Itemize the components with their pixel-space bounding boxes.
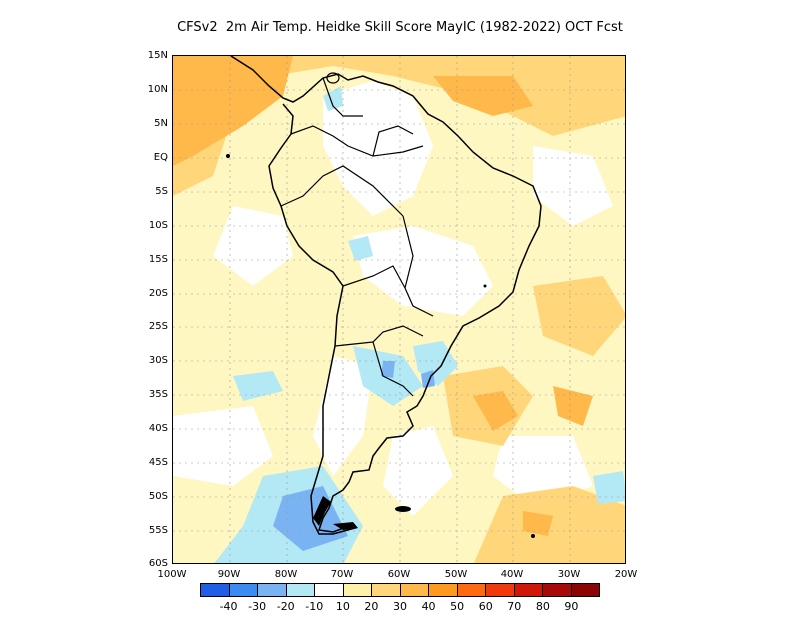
lat-label: 10S (148, 220, 168, 231)
lat-label: 35S (148, 389, 168, 400)
colorbar-swatch (514, 584, 543, 596)
colorbar-swatch (201, 584, 230, 596)
lat-label: 15N (147, 50, 168, 61)
colorbar-tick-label: -40 (219, 600, 238, 613)
lat-label: 5S (155, 186, 168, 197)
lat-label: 5N (154, 118, 168, 129)
colorbar-tick-label: 10 (335, 600, 350, 613)
colorbar-tick-label: 40 (421, 600, 436, 613)
lat-label: 20S (148, 288, 168, 299)
colorbar-swatch (486, 584, 515, 596)
colorbar-swatch (457, 584, 486, 596)
lat-label: 10N (147, 84, 168, 95)
lon-label: 60W (387, 569, 411, 580)
lat-label: 60S (148, 558, 168, 569)
country-borders (280, 77, 434, 397)
lat-label: 45S (148, 457, 168, 468)
lon-label: 40W (500, 569, 524, 580)
lat-label: EQ (153, 152, 168, 163)
lon-label: 50W (444, 569, 468, 580)
map-canvas (173, 56, 625, 563)
skill-score-map (172, 55, 626, 564)
colorbar-swatch (543, 584, 572, 596)
lon-label: 100W (157, 569, 187, 580)
lon-label: 70W (330, 569, 354, 580)
colorbar-swatch (315, 584, 344, 596)
lat-label: 55S (148, 525, 168, 536)
colorbar-tick-label: -30 (248, 600, 267, 613)
colorbar-tick-label: 20 (364, 600, 379, 613)
lon-label: 30W (557, 569, 581, 580)
colorbar-swatch (258, 584, 287, 596)
colorbar-swatch (571, 584, 599, 596)
colorbar-swatch (343, 584, 372, 596)
lat-label: 30S (148, 355, 168, 366)
continent-outline (230, 56, 542, 535)
colorbar-tick-label: 80 (535, 600, 550, 613)
graticule (173, 56, 625, 563)
colorbar-tick-label: 90 (564, 600, 579, 613)
colorbar-swatch (286, 584, 315, 596)
lon-label: 80W (274, 569, 298, 580)
colorbar-tick-label: 70 (507, 600, 522, 613)
colorbar-swatch (229, 584, 258, 596)
lon-label: 90W (217, 569, 241, 580)
skill-field (173, 56, 625, 563)
colorbar-tick-label: 30 (393, 600, 407, 613)
colorbar-tick-label: -10 (305, 600, 324, 613)
lat-label: 50S (148, 491, 168, 502)
colorbar-swatch (372, 584, 401, 596)
lat-label: 15S (148, 254, 168, 265)
colorbar-swatch (400, 584, 429, 596)
lat-label: 25S (148, 321, 168, 332)
lat-label: 40S (148, 423, 168, 434)
colorbar-tick-label: -20 (276, 600, 295, 613)
colorbar-swatch (429, 584, 458, 596)
islands (226, 72, 535, 538)
colorbar-tick-label: 50 (450, 600, 465, 613)
colorbar-tick-label: 60 (478, 600, 493, 613)
colorbar (200, 583, 600, 597)
map-title: CFSv2 2m Air Temp. Heidke Skill Score Ma… (177, 20, 623, 35)
lon-label: 20W (614, 569, 638, 580)
